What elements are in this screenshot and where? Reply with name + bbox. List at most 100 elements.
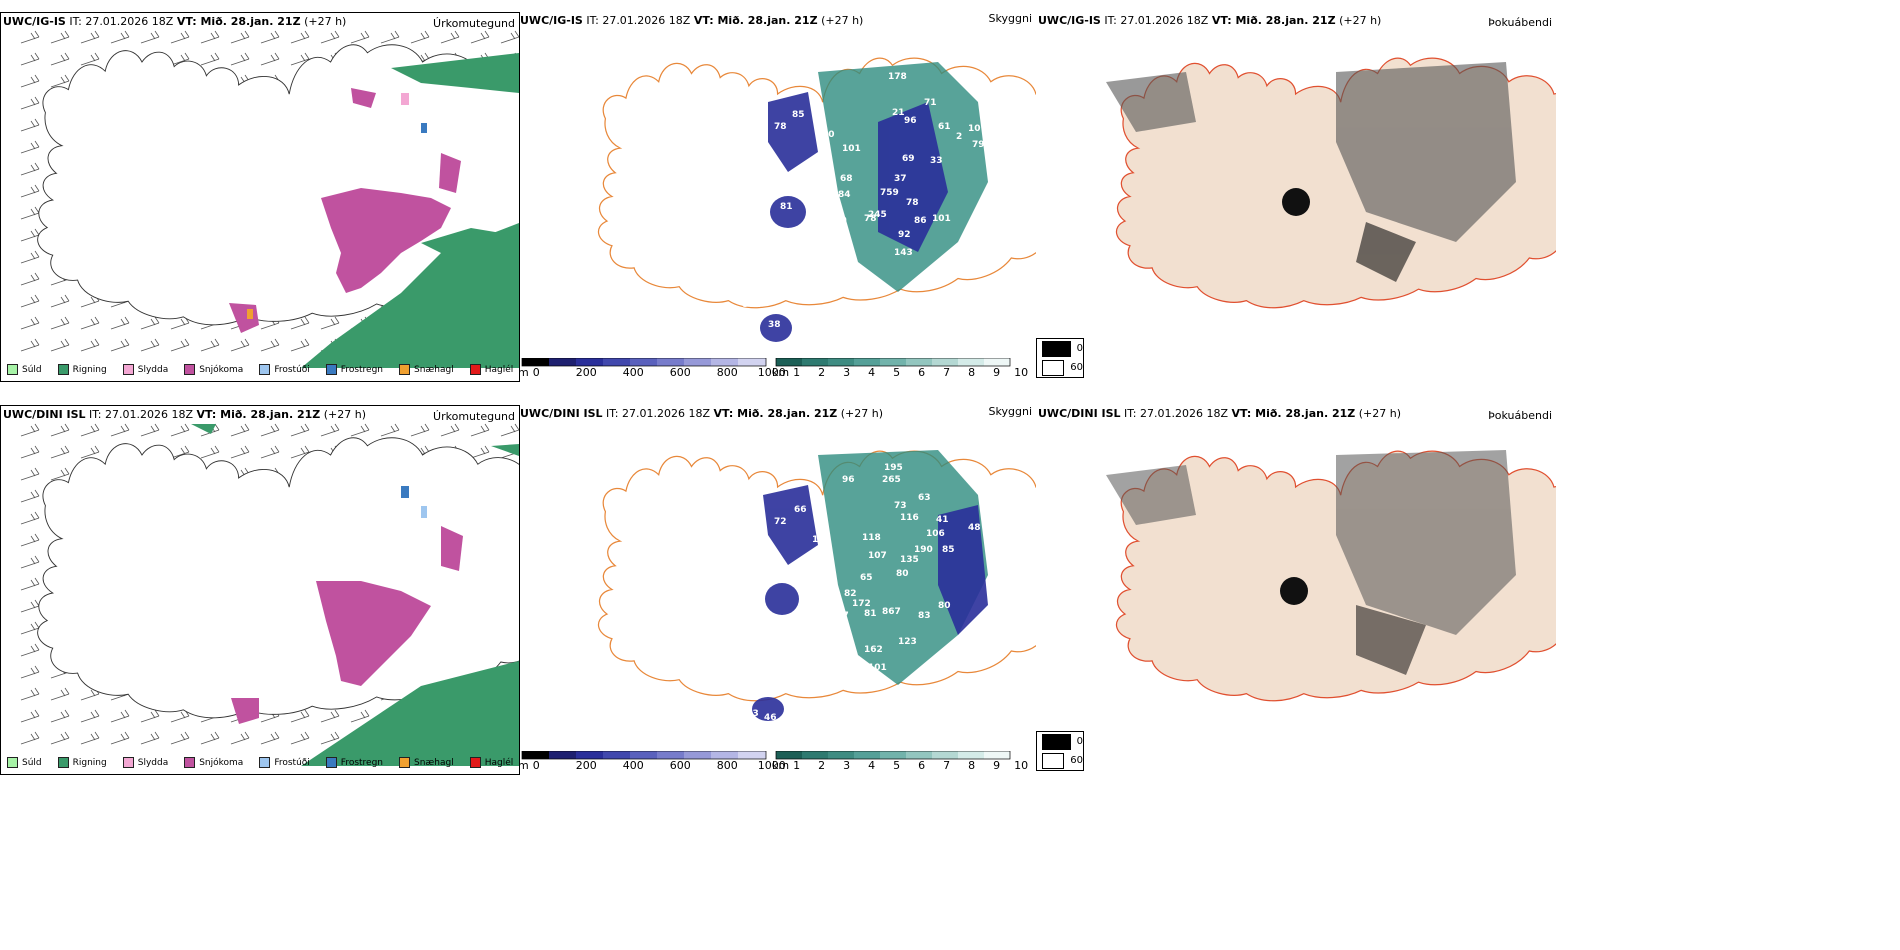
wind-barb [20, 140, 40, 154]
precip-panel-top: UWC/IG-IS IT: 27.01.2026 18Z VT: Mið. 28… [0, 12, 520, 382]
wind-barb [20, 118, 40, 132]
model-name: UWC/IG-IS [3, 15, 66, 28]
wind-barb [20, 467, 40, 481]
wind-barb [50, 731, 70, 745]
wind-barb [260, 731, 280, 745]
wind-barb [20, 250, 40, 264]
vis-title-bottom: Skyggni [988, 405, 1032, 418]
wind-barb [20, 30, 40, 44]
vis-map-bottom [597, 450, 1036, 721]
wind-barb [20, 731, 40, 745]
wind-barb [320, 731, 340, 745]
cbar-m-top: m 0 200 400 600 800 1000 [518, 366, 786, 379]
vis-header-bottom: UWC/DINI ISL IT: 27.01.2026 18Z VT: Mið.… [520, 407, 884, 420]
wind-barb [260, 30, 280, 44]
wind-barb [20, 206, 40, 220]
wind-barb [410, 30, 430, 44]
fog-map-bottom [1106, 450, 1556, 702]
wind-barb [200, 52, 220, 66]
wind-barb [440, 423, 460, 437]
wind-barb [140, 338, 160, 352]
wind-barb [20, 52, 40, 66]
legend-frostregn: Frostregn [325, 364, 383, 375]
wind-barb [80, 445, 100, 459]
wind-barb [230, 338, 250, 352]
wind-barb [20, 184, 40, 198]
fog-header-top: UWC/IG-IS IT: 27.01.2026 18Z VT: Mið. 28… [1038, 14, 1382, 27]
wind-barb [80, 52, 100, 66]
wind-barb [80, 709, 100, 723]
wind-barb [230, 731, 250, 745]
wind-barb [80, 338, 100, 352]
wind-barb [200, 338, 220, 352]
legend-slydda: Slydda [122, 364, 168, 375]
wind-barb [20, 294, 40, 308]
wind-barb [170, 338, 190, 352]
fog-header-bottom: UWC/DINI ISL IT: 27.01.2026 18Z VT: Mið.… [1038, 407, 1402, 420]
wind-barb [110, 338, 130, 352]
vis-panel-top: UWC/IG-IS IT: 27.01.2026 18Z VT: Mið. 28… [518, 12, 1036, 380]
wind-barb [20, 445, 40, 459]
wind-barb [80, 30, 100, 44]
wind-barb [20, 228, 40, 242]
wind-barb [20, 665, 40, 679]
wind-barb [260, 338, 280, 352]
precip-title-top: Úrkomutegund [433, 17, 515, 30]
precip-legend-top: Súld Rigning Slydda Snjókoma Frostúði Fr… [7, 364, 519, 375]
wind-barb [380, 30, 400, 44]
wind-barb [290, 316, 310, 330]
wind-barb [320, 30, 340, 44]
wind-barb [230, 423, 250, 437]
wind-barb [20, 74, 40, 88]
wind-barb [140, 423, 160, 437]
wind-barb [50, 52, 70, 66]
wind-barb [260, 423, 280, 437]
wind-barb [140, 30, 160, 44]
wind-barb [380, 423, 400, 437]
wind-barb [290, 338, 310, 352]
precip-header-bottom: UWC/DINI ISL IT: 27.01.2026 18Z VT: Mið.… [3, 408, 367, 421]
cloud-key-bottom: 0 60 [1036, 731, 1084, 771]
fog-title-top: Þokuábendi [1488, 16, 1552, 29]
wind-barb [140, 709, 160, 723]
cbar-km-bottom: km 1 2 3 4 5 6 7 8 9 10 [772, 759, 1029, 772]
precip-map-bottom [20, 423, 519, 766]
wind-barb [50, 316, 70, 330]
wind-barb [20, 709, 40, 723]
wind-barb [110, 731, 130, 745]
wind-barb [260, 52, 280, 66]
wind-barb [50, 423, 70, 437]
legend-hagel: Haglél [469, 364, 513, 375]
wind-barb [50, 687, 70, 701]
wind-barb [200, 30, 220, 44]
fog-map-top [1106, 57, 1556, 309]
wind-barb [20, 511, 40, 525]
wind-barb [20, 577, 40, 591]
vis-title-top: Skyggni [988, 12, 1032, 25]
lead-time: (+27 h) [304, 15, 347, 28]
wind-barb [200, 445, 220, 459]
wind-barb [500, 30, 519, 44]
wind-barb [50, 467, 70, 481]
valid-time: VT: Mið. 28.jan. 21Z [176, 15, 301, 28]
wind-barb [50, 74, 70, 88]
wind-barb [110, 423, 130, 437]
wind-barb [20, 272, 40, 286]
wind-barb [290, 52, 310, 66]
wind-barb [110, 709, 130, 723]
wind-barb [50, 294, 70, 308]
wind-barb [350, 709, 370, 723]
cloud-key-top: 0 60 [1036, 338, 1084, 378]
snow-area [229, 88, 461, 333]
precip-legend-bottom: Súld Rigning Slydda Snjókoma Frostúði Fr… [7, 757, 519, 768]
wind-barb [20, 555, 40, 569]
fog-panel-bottom: UWC/DINI ISL IT: 27.01.2026 18Z VT: Mið.… [1036, 405, 1556, 735]
wind-barb [20, 621, 40, 635]
wind-barb [470, 30, 490, 44]
wind-barb [350, 423, 370, 437]
wind-barb [80, 423, 100, 437]
wind-barb [20, 643, 40, 657]
legend-rigning: Rigning [57, 364, 107, 375]
wind-barb [170, 445, 190, 459]
precip-header-top: UWC/IG-IS IT: 27.01.2026 18Z VT: Mið. 28… [3, 15, 346, 29]
